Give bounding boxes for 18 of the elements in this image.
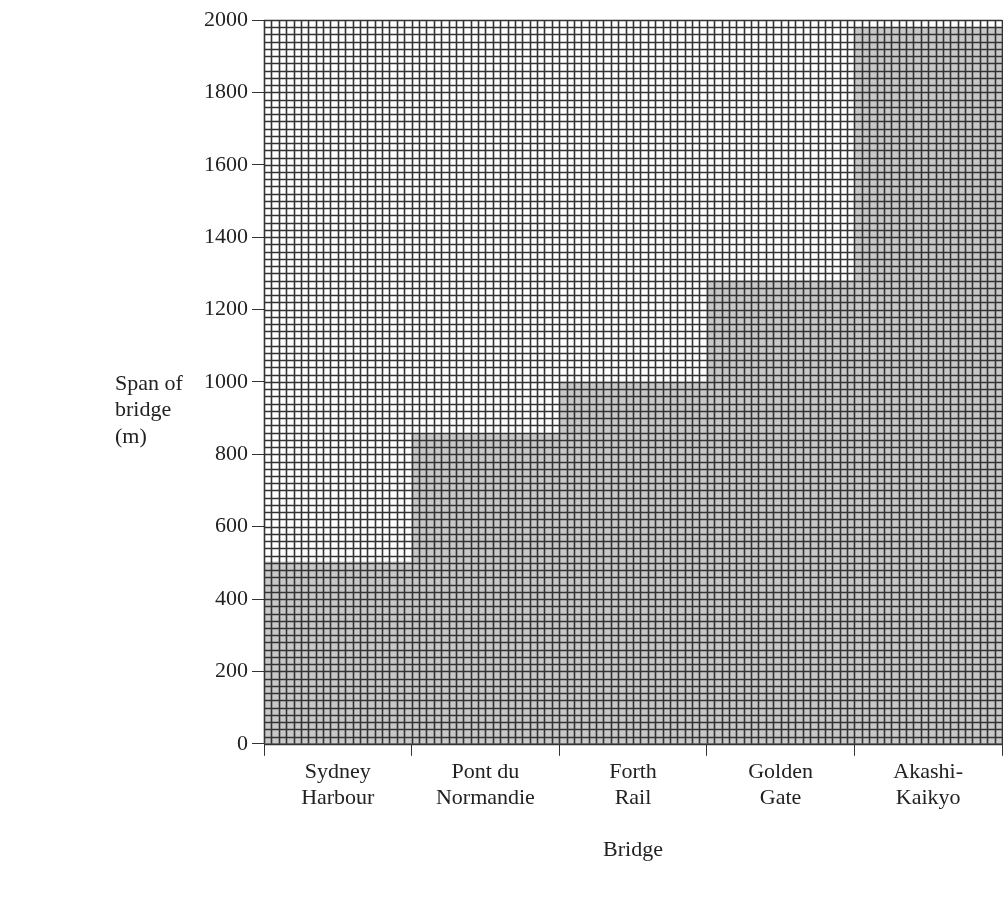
y-tick-label: 0 [237, 729, 248, 755]
x-tick-label: Forth Rail [609, 757, 657, 810]
y-tick-label: 400 [215, 584, 248, 610]
y-tick-label: 200 [215, 657, 248, 683]
x-tick-label: Sydney Harbour [301, 757, 376, 810]
x-tick-label: Pont du Normandie [435, 757, 535, 810]
y-tick-label: 800 [215, 440, 248, 466]
y-tick-label: 1800 [204, 78, 248, 104]
y-axis-title: Span of bridge (m) [115, 370, 184, 450]
y-tick-label: 2000 [204, 5, 248, 31]
y-tick-label: 1400 [204, 222, 248, 248]
x-axis-title: Bridge [603, 835, 663, 861]
y-tick-label: 600 [215, 512, 248, 538]
x-tick-label: Golden Gate [748, 757, 813, 810]
y-tick-label: 1200 [204, 295, 248, 321]
y-tick-label: 1000 [204, 367, 248, 393]
x-tick-label: Akashi-Kaikyo [893, 757, 964, 810]
y-tick-label: 1600 [204, 150, 248, 176]
